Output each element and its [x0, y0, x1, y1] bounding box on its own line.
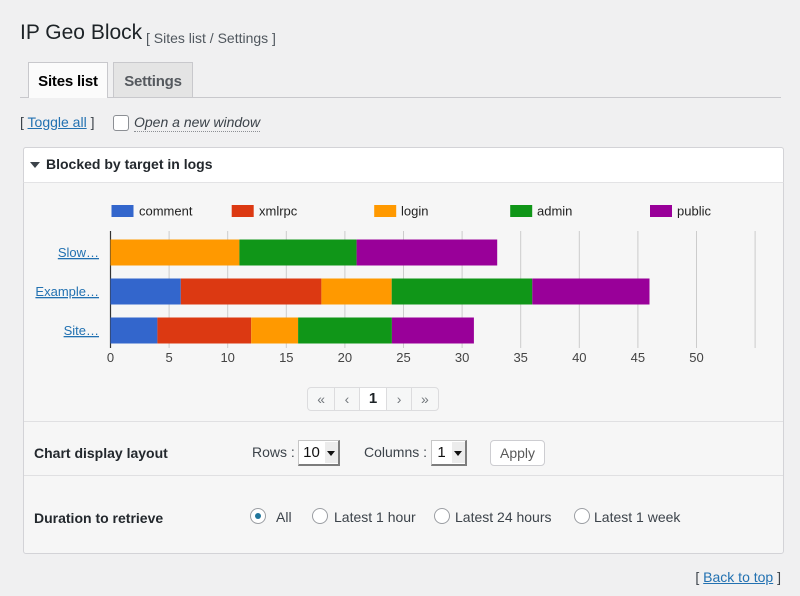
svg-text:25: 25 — [396, 350, 410, 365]
svg-text:40: 40 — [572, 350, 586, 365]
svg-text:20: 20 — [338, 350, 352, 365]
svg-text:comment: comment — [139, 204, 193, 219]
svg-text:50: 50 — [689, 350, 703, 365]
svg-text:5: 5 — [165, 350, 172, 365]
svg-text:Site…: Site… — [64, 323, 99, 338]
svg-text:Slow…: Slow… — [58, 245, 99, 260]
svg-text:public: public — [677, 204, 711, 219]
svg-text:30: 30 — [455, 350, 469, 365]
svg-text:0: 0 — [107, 350, 114, 365]
svg-text:15: 15 — [279, 350, 293, 365]
svg-text:admin: admin — [537, 204, 572, 219]
svg-text:35: 35 — [513, 350, 527, 365]
svg-text:Example…: Example… — [35, 284, 99, 299]
svg-text:10: 10 — [220, 350, 234, 365]
svg-text:45: 45 — [631, 350, 645, 365]
svg-text:xmlrpc: xmlrpc — [259, 204, 298, 219]
svg-text:login: login — [401, 204, 428, 219]
